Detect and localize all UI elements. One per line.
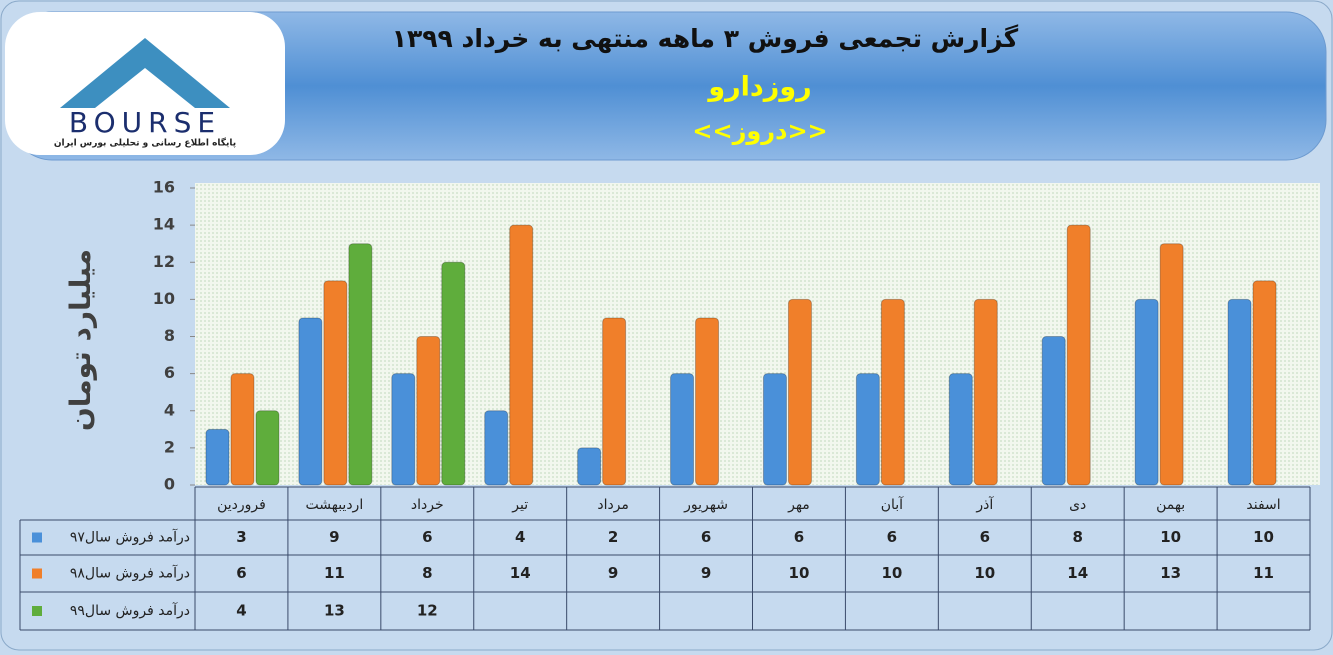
bar bbox=[1134, 298, 1159, 486]
legend-swatch bbox=[32, 532, 42, 543]
bar bbox=[391, 373, 416, 486]
y-tick-label: 2 bbox=[164, 437, 175, 456]
annotation: <<دروز>> bbox=[692, 117, 827, 145]
y-axis-label: میلیارد تومان bbox=[64, 249, 97, 431]
table-value: 12 bbox=[417, 602, 438, 620]
x-tick-label: دی bbox=[1069, 497, 1086, 513]
bar bbox=[670, 373, 695, 486]
table-value: 10 bbox=[1253, 528, 1274, 546]
bar bbox=[298, 317, 323, 486]
table-value: 13 bbox=[324, 602, 345, 620]
table-value: 9 bbox=[329, 528, 339, 546]
y-tick-label: 6 bbox=[164, 363, 175, 382]
table-value: 10 bbox=[789, 564, 810, 582]
table-value: 10 bbox=[881, 564, 902, 582]
bar bbox=[855, 373, 880, 486]
legend-swatch bbox=[32, 568, 42, 579]
x-tick-label: مهر bbox=[787, 497, 810, 513]
table-value: 6 bbox=[236, 564, 246, 582]
bar bbox=[348, 243, 373, 486]
bar bbox=[973, 298, 998, 486]
x-tick-label: شهریور bbox=[683, 497, 728, 513]
bar bbox=[484, 410, 509, 486]
bar bbox=[509, 224, 534, 486]
bar bbox=[1159, 243, 1184, 486]
legend-label: درآمد فروش سال۹۸ bbox=[70, 565, 190, 582]
legend-swatch bbox=[32, 606, 42, 616]
bar bbox=[205, 428, 230, 486]
bar bbox=[1041, 336, 1066, 486]
y-tick-label: 10 bbox=[153, 289, 175, 308]
table-value: 8 bbox=[422, 564, 432, 582]
bar bbox=[1066, 224, 1091, 486]
table-value: 14 bbox=[510, 564, 531, 582]
chart-title: گزارش تجمعی فروش ۳ ماهه منتهی به خرداد ۱… bbox=[392, 24, 1019, 54]
plot-area bbox=[195, 183, 1320, 485]
x-tick-label: بهمن bbox=[1156, 497, 1185, 513]
legend-label: درآمد فروش سال۹۷ bbox=[70, 529, 190, 546]
table-value: 14 bbox=[1067, 564, 1088, 582]
y-tick-label: 14 bbox=[153, 215, 175, 234]
y-tick-label: 8 bbox=[164, 326, 175, 345]
table-value: 11 bbox=[1253, 564, 1274, 582]
x-tick-label: فروردین bbox=[217, 497, 266, 513]
bar bbox=[695, 317, 720, 486]
table-value: 9 bbox=[701, 564, 711, 582]
y-tick-label: 4 bbox=[164, 400, 175, 419]
chart-subtitle: روزدارو bbox=[706, 72, 811, 103]
bar bbox=[602, 317, 627, 486]
bar bbox=[787, 298, 812, 486]
x-tick-label: اسفند bbox=[1246, 497, 1280, 513]
x-tick-label: خرداد bbox=[411, 497, 444, 513]
table-value: 6 bbox=[794, 528, 804, 546]
bar bbox=[577, 447, 602, 486]
table-value: 3 bbox=[236, 528, 246, 546]
bar bbox=[323, 280, 348, 486]
legend-label: درآمد فروش سال۹۹ bbox=[70, 602, 190, 619]
bar bbox=[441, 261, 466, 486]
y-tick-label: 16 bbox=[153, 178, 175, 197]
table-value: 6 bbox=[887, 528, 897, 546]
table-value: 6 bbox=[980, 528, 990, 546]
y-tick-label: 0 bbox=[164, 475, 175, 494]
bar bbox=[880, 298, 905, 486]
table-value: 6 bbox=[701, 528, 711, 546]
table-value: 11 bbox=[324, 564, 345, 582]
table-value: 2 bbox=[608, 528, 618, 546]
table-value: 10 bbox=[974, 564, 995, 582]
bar bbox=[762, 373, 787, 486]
table-value: 4 bbox=[515, 528, 525, 546]
x-tick-label: مرداد bbox=[597, 497, 629, 513]
logo-tagline: پایگاه اطلاع رسانی و تحلیلی بورس ایران bbox=[54, 137, 236, 149]
table-value: 4 bbox=[236, 602, 246, 620]
bar bbox=[1252, 280, 1277, 486]
logo-name: BOURSE bbox=[69, 106, 221, 139]
table-value: 8 bbox=[1072, 528, 1082, 546]
x-tick-label: اردیبهشت bbox=[306, 497, 364, 513]
bar bbox=[416, 336, 441, 486]
table-value: 9 bbox=[608, 564, 618, 582]
x-tick-label: آبان bbox=[881, 496, 904, 513]
bar bbox=[255, 410, 280, 486]
table-value: 6 bbox=[422, 528, 432, 546]
bar bbox=[1227, 298, 1252, 486]
y-tick-label: 12 bbox=[153, 252, 175, 271]
bar bbox=[948, 373, 973, 486]
bar bbox=[230, 373, 255, 486]
x-tick-label: تیر bbox=[511, 497, 528, 513]
x-tick-label: آذر bbox=[975, 496, 994, 513]
logo-shape bbox=[95, 68, 195, 108]
table-value: 10 bbox=[1160, 528, 1181, 546]
table-value: 13 bbox=[1160, 564, 1181, 582]
